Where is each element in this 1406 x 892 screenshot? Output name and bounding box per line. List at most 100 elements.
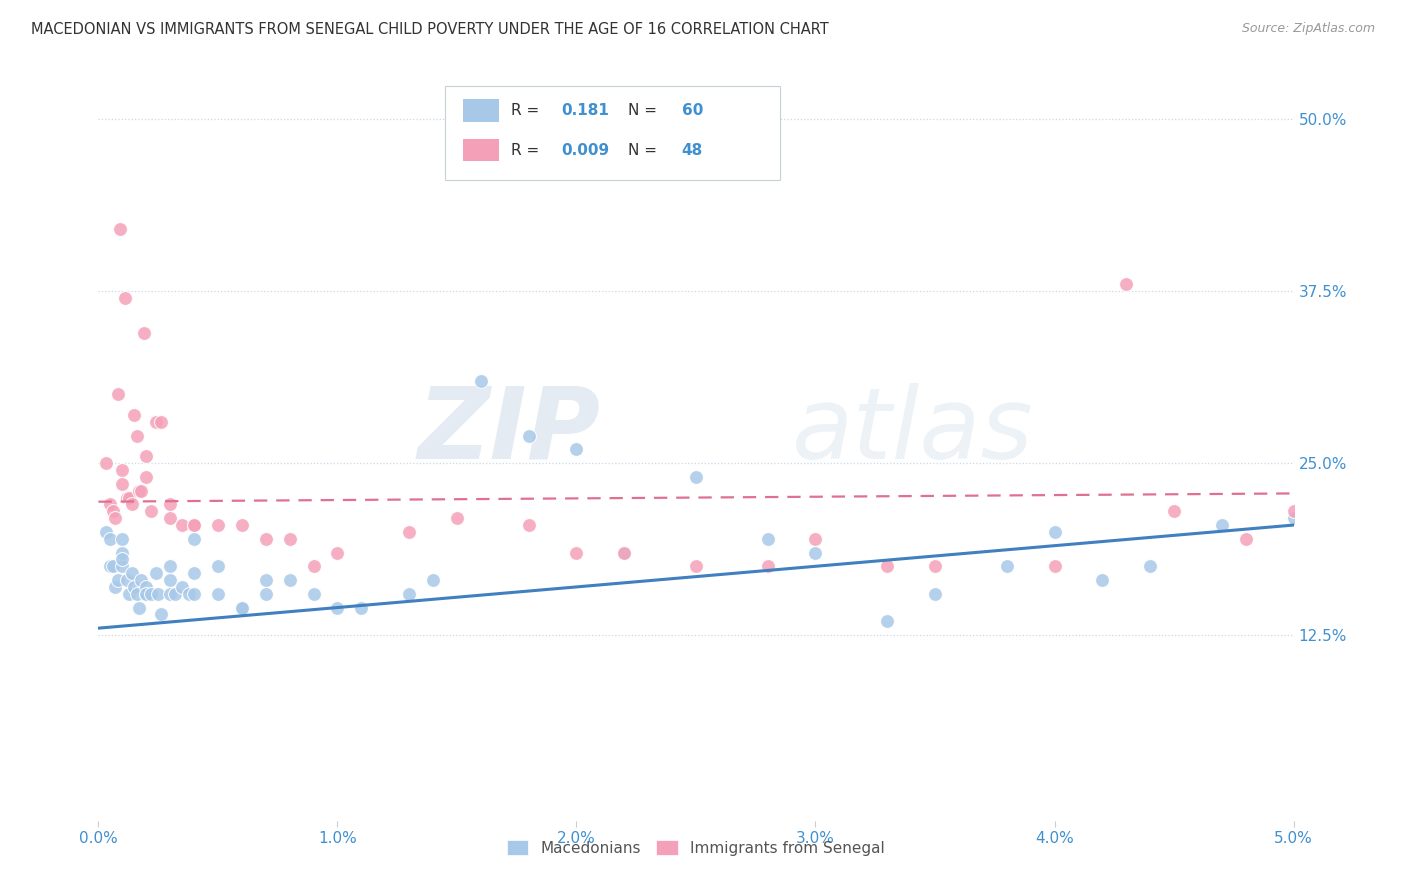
Point bbox=[183, 518, 205, 533]
Point bbox=[398, 587, 420, 601]
Point bbox=[159, 573, 181, 587]
Point bbox=[107, 573, 129, 587]
Point bbox=[135, 580, 157, 594]
Point bbox=[613, 545, 636, 559]
Point bbox=[135, 587, 157, 601]
Point bbox=[183, 566, 205, 581]
Point bbox=[159, 511, 181, 525]
Point bbox=[114, 291, 136, 305]
Text: 48: 48 bbox=[682, 143, 703, 158]
Point bbox=[804, 532, 827, 546]
Point bbox=[124, 580, 146, 594]
Point bbox=[254, 587, 277, 601]
Text: N =: N = bbox=[628, 103, 657, 118]
Point bbox=[398, 524, 420, 539]
Point bbox=[756, 532, 779, 546]
Point bbox=[302, 559, 325, 574]
Point bbox=[278, 573, 301, 587]
Point bbox=[446, 511, 468, 525]
Point bbox=[98, 559, 122, 574]
Point bbox=[470, 374, 492, 388]
Point bbox=[1211, 518, 1233, 533]
Point bbox=[995, 559, 1018, 574]
Point bbox=[128, 600, 150, 615]
Point bbox=[517, 428, 540, 442]
Point bbox=[1282, 511, 1305, 525]
Point bbox=[172, 580, 194, 594]
Text: R =: R = bbox=[510, 143, 538, 158]
Point bbox=[101, 504, 124, 518]
Point bbox=[149, 415, 172, 429]
Point bbox=[302, 587, 325, 601]
Point bbox=[183, 532, 205, 546]
Point bbox=[125, 428, 148, 442]
Text: 0.181: 0.181 bbox=[561, 103, 609, 118]
Point bbox=[876, 559, 898, 574]
Point bbox=[101, 559, 124, 574]
Point bbox=[135, 450, 157, 464]
Point bbox=[422, 573, 444, 587]
Point bbox=[924, 559, 946, 574]
Point bbox=[118, 491, 141, 505]
Point bbox=[115, 491, 138, 505]
Point bbox=[613, 545, 636, 559]
Point bbox=[94, 524, 117, 539]
FancyBboxPatch shape bbox=[463, 99, 499, 121]
Point bbox=[131, 483, 153, 498]
Point bbox=[118, 587, 141, 601]
Point bbox=[135, 470, 157, 484]
Point bbox=[131, 573, 153, 587]
Point bbox=[111, 532, 134, 546]
Point bbox=[685, 559, 707, 574]
Point bbox=[517, 518, 540, 533]
Point bbox=[685, 470, 707, 484]
Point bbox=[1091, 573, 1114, 587]
Point bbox=[149, 607, 172, 622]
Point bbox=[132, 326, 155, 340]
Point bbox=[98, 498, 122, 512]
Point bbox=[1234, 532, 1257, 546]
Point bbox=[94, 456, 117, 470]
Text: N =: N = bbox=[628, 143, 657, 158]
Text: Source: ZipAtlas.com: Source: ZipAtlas.com bbox=[1241, 22, 1375, 36]
Point bbox=[163, 587, 186, 601]
Point bbox=[231, 518, 253, 533]
Point bbox=[128, 483, 150, 498]
Point bbox=[159, 559, 181, 574]
Point bbox=[326, 600, 349, 615]
Point bbox=[135, 587, 157, 601]
Point bbox=[1282, 504, 1305, 518]
Point bbox=[207, 518, 229, 533]
Point bbox=[159, 587, 181, 601]
Point bbox=[804, 545, 827, 559]
Point bbox=[111, 545, 134, 559]
Point bbox=[107, 387, 129, 401]
Point bbox=[139, 504, 162, 518]
Point bbox=[104, 511, 127, 525]
Point bbox=[876, 615, 898, 629]
Point bbox=[207, 587, 229, 601]
Point bbox=[1115, 277, 1137, 292]
Point bbox=[145, 415, 167, 429]
Point bbox=[145, 566, 167, 581]
Point bbox=[115, 573, 138, 587]
Point bbox=[121, 498, 143, 512]
Point bbox=[111, 552, 134, 566]
Point bbox=[254, 573, 277, 587]
Point bbox=[183, 587, 205, 601]
Point bbox=[207, 559, 229, 574]
Point bbox=[924, 587, 946, 601]
Text: MACEDONIAN VS IMMIGRANTS FROM SENEGAL CHILD POVERTY UNDER THE AGE OF 16 CORRELAT: MACEDONIAN VS IMMIGRANTS FROM SENEGAL CH… bbox=[31, 22, 828, 37]
Point bbox=[111, 559, 134, 574]
Point bbox=[254, 532, 277, 546]
Point bbox=[1163, 504, 1185, 518]
Text: R =: R = bbox=[510, 103, 538, 118]
Point bbox=[278, 532, 301, 546]
Point bbox=[179, 587, 201, 601]
Point bbox=[231, 600, 253, 615]
Point bbox=[148, 587, 170, 601]
Point bbox=[1043, 559, 1066, 574]
Point bbox=[350, 600, 373, 615]
Point bbox=[565, 442, 588, 457]
Point bbox=[98, 532, 122, 546]
